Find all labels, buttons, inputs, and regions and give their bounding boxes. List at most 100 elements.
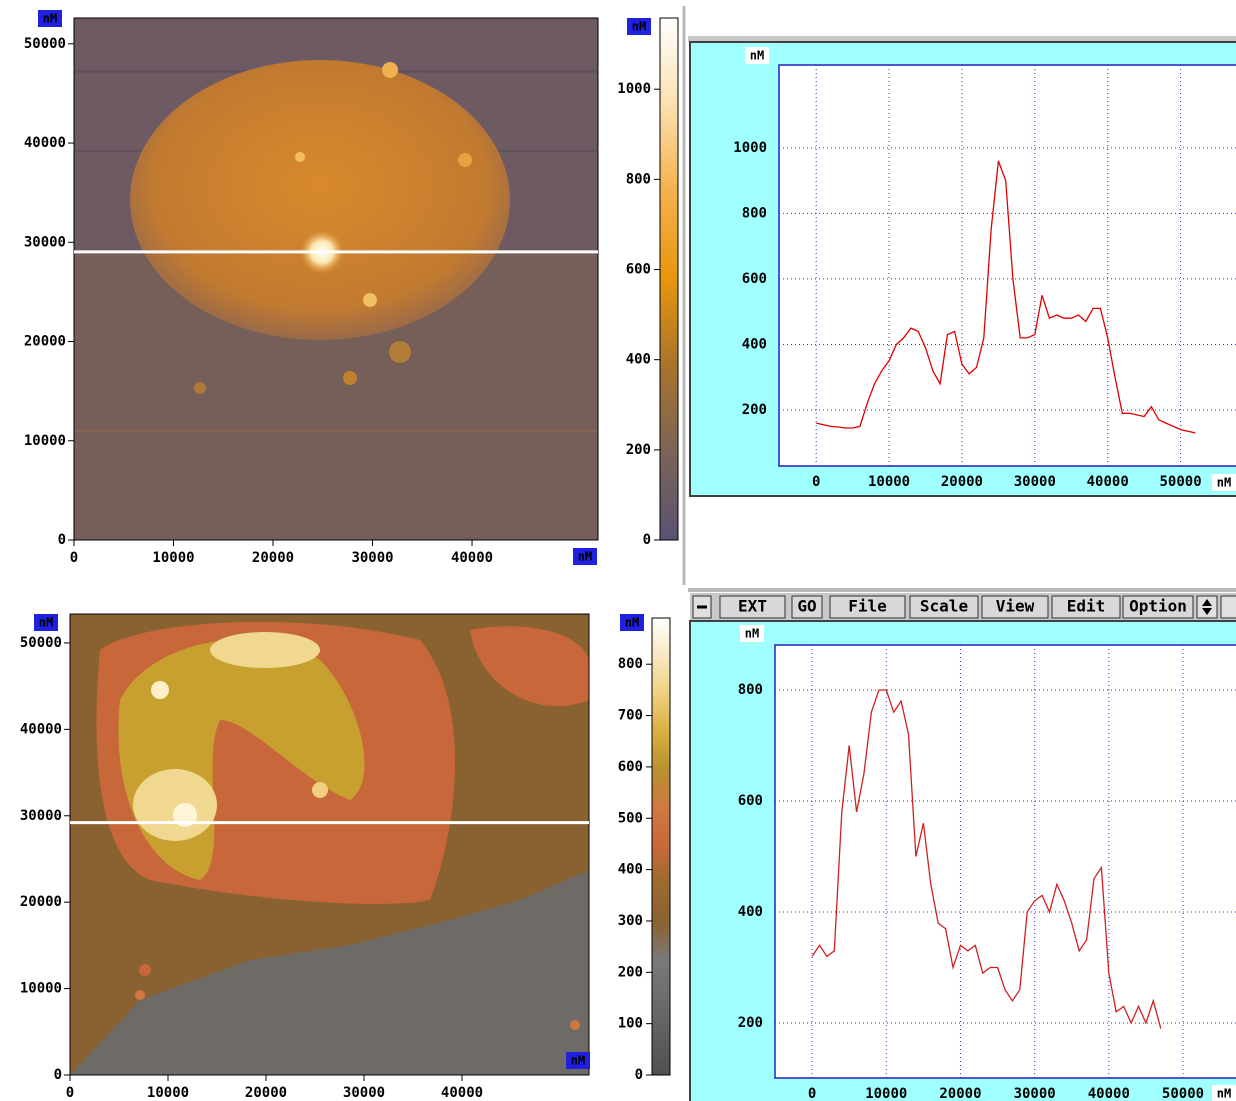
profile-line [811, 689, 1162, 1029]
toolbar-button-label: View [996, 597, 1035, 616]
unit-label: nM [745, 627, 759, 641]
toolbar-button-label: Edit [1067, 597, 1106, 616]
x-tick-label: 20000 [939, 1086, 981, 1101]
y-tick-label: 200 [738, 1015, 763, 1031]
unit-box [1212, 1085, 1236, 1101]
x-tick-label: 40000 [1087, 474, 1129, 490]
x-tick-label: 30000 [351, 550, 393, 566]
toolbar: EXT GO File Scale View Edit Option [690, 593, 1236, 621]
toolbar-button-label: GO [797, 597, 816, 616]
unit-label: nM [578, 550, 592, 564]
scan-image [74, 18, 598, 540]
unit-box [38, 10, 62, 27]
x-tick-label: 0 [70, 550, 78, 566]
x-tick-label: 10000 [147, 1085, 189, 1101]
colorbar-tick-label: 600 [618, 759, 643, 775]
y-tick-label: 40000 [20, 721, 62, 737]
toolbar-button-label: File [848, 597, 887, 616]
colorbar-tick-label: 800 [618, 656, 643, 672]
y-tick-label: 50000 [24, 36, 66, 52]
x-tick-label: 0 [812, 474, 820, 490]
toolbar-button[interactable] [1051, 595, 1121, 619]
toolbar-button-label: EXT [738, 597, 767, 616]
colorbar-tick-label: 200 [618, 964, 643, 980]
scroll-button[interactable] [1196, 595, 1218, 619]
profile-line [816, 160, 1196, 434]
y-tick-label: 600 [738, 793, 763, 809]
colorbar-tick-label: 300 [618, 913, 643, 929]
x-tick-label: 10000 [868, 474, 910, 490]
x-tick-label: 20000 [252, 550, 294, 566]
x-tick-label: 0 [808, 1086, 816, 1101]
y-tick-label: 0 [54, 1067, 62, 1083]
colorbar-tick-label: 500 [618, 810, 643, 826]
window-bar [688, 36, 1236, 42]
unit-box [1212, 474, 1236, 491]
unit-box [740, 625, 764, 642]
toolbar-button[interactable] [981, 595, 1049, 619]
window-edge [688, 588, 1236, 592]
x-tick-label: 40000 [1088, 1086, 1130, 1101]
colorbar-tick-label: 1000 [617, 81, 651, 97]
colorbar-tick-label: 200 [626, 442, 651, 458]
unit-box [566, 1052, 590, 1069]
y-tick-label: 400 [738, 904, 763, 920]
x-tick-label: 0 [66, 1085, 74, 1101]
x-tick-label: 20000 [941, 474, 983, 490]
x-tick-label: 20000 [245, 1085, 287, 1101]
unit-box [620, 614, 644, 631]
toolbar-button-label: Scale [920, 597, 968, 616]
y-tick-label: 50000 [20, 635, 62, 651]
y-tick-label: 600 [742, 271, 767, 287]
toolbar-button[interactable] [791, 595, 823, 619]
toolbar-button[interactable] [719, 595, 786, 619]
y-tick-label: 20000 [20, 894, 62, 910]
y-tick-label: 30000 [20, 808, 62, 824]
toolbar-button[interactable] [909, 595, 979, 619]
x-tick-label: 30000 [1014, 1086, 1056, 1101]
image-frame [69, 613, 590, 1076]
y-tick-label: 800 [742, 205, 767, 221]
colorbar-tick-label: 400 [626, 352, 651, 368]
x-tick-label: 40000 [441, 1085, 483, 1101]
x-tick-label: 50000 [1159, 474, 1201, 490]
colorbar-tick-label: 0 [635, 1067, 643, 1083]
plot-area [774, 644, 1236, 1079]
window-area [684, 0, 1236, 36]
unit-label: nM [1217, 476, 1231, 490]
colorbar [651, 617, 671, 1076]
y-tick-label: 40000 [24, 135, 66, 151]
unit-box [573, 548, 597, 565]
x-tick-label: 30000 [343, 1085, 385, 1101]
unit-box [627, 18, 651, 35]
x-tick-label: 10000 [865, 1086, 907, 1101]
unit-label: nM [625, 616, 639, 630]
unit-label: nM [1217, 1087, 1231, 1101]
y-tick-label: 30000 [24, 234, 66, 250]
y-tick-label: 0 [58, 532, 66, 548]
scroll-button[interactable] [1220, 595, 1236, 619]
colorbar [659, 17, 679, 541]
colorbar-tick-label: 600 [626, 262, 651, 278]
y-tick-label: 10000 [20, 981, 62, 997]
colorbar-tick-label: 0 [643, 532, 651, 548]
image-frame [73, 17, 599, 541]
toolbar-button[interactable] [1122, 595, 1194, 619]
x-tick-label: 30000 [1014, 474, 1056, 490]
unit-box [745, 47, 769, 64]
toolbar-button[interactable] [829, 595, 906, 619]
x-tick-label: 40000 [451, 550, 493, 566]
x-tick-label: 50000 [1162, 1086, 1204, 1101]
colorbar-tick-label: 800 [626, 171, 651, 187]
y-tick-label: 400 [742, 336, 767, 352]
y-tick-label: 20000 [24, 334, 66, 350]
y-tick-label: 10000 [24, 433, 66, 449]
unit-label: nM [39, 616, 53, 630]
y-tick-label: 1000 [733, 140, 767, 156]
colorbar-tick-label: 100 [618, 1016, 643, 1032]
unit-label: nM [750, 49, 764, 63]
scroll-icon [1202, 599, 1212, 615]
colorbar-tick-label: 700 [618, 708, 643, 724]
y-tick-label: 800 [738, 682, 763, 698]
